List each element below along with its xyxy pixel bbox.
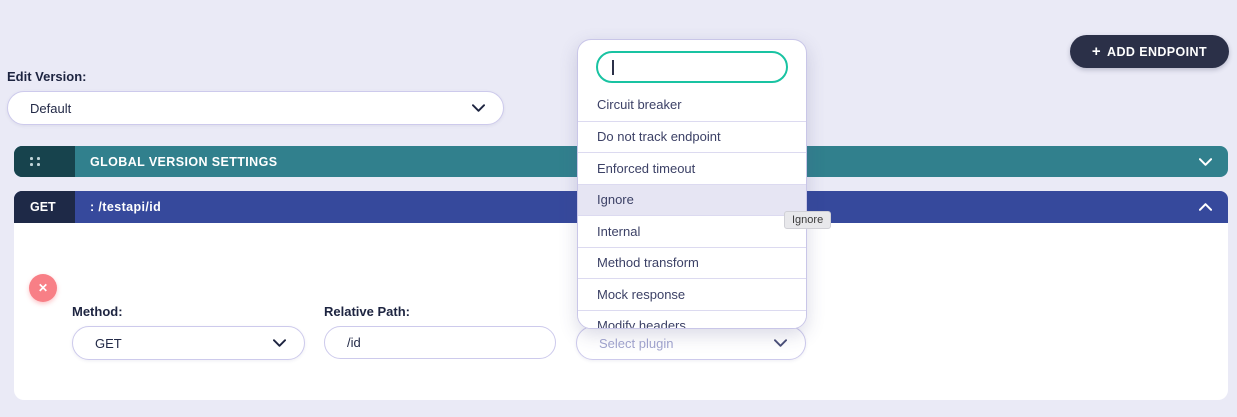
method-select[interactable]: GET: [72, 326, 305, 360]
edit-version-label: Edit Version:: [7, 69, 87, 84]
add-endpoint-label: ADD ENDPOINT: [1107, 44, 1207, 59]
menu-item-mock-response[interactable]: Mock response: [578, 278, 806, 310]
plugin-menu-list: Circuit breaker Do not track endpoint En…: [578, 89, 806, 328]
plugin-dropdown-menu: Circuit breaker Do not track endpoint En…: [577, 39, 807, 329]
chevron-down-icon: [774, 339, 787, 347]
text-caret: [612, 60, 614, 75]
plus-icon: +: [1091, 43, 1102, 60]
relative-path-input[interactable]: [324, 326, 556, 359]
menu-item-enforced-timeout[interactable]: Enforced timeout: [578, 152, 806, 184]
menu-item-method-transform[interactable]: Method transform: [578, 246, 806, 278]
menu-item-internal[interactable]: Internal: [578, 215, 806, 247]
version-select[interactable]: Default: [7, 91, 504, 125]
drag-handle[interactable]: [14, 146, 75, 177]
plugin-select[interactable]: Select plugin: [576, 326, 806, 360]
endpoint-method-badge: GET: [14, 191, 75, 223]
menu-item-modify-headers[interactable]: Modify headers: [578, 309, 806, 328]
endpoint-path: : /testapi/id: [90, 200, 162, 214]
chevron-down-icon: [472, 104, 485, 112]
plugin-search-input[interactable]: [596, 51, 788, 83]
chevron-down-icon[interactable]: [1199, 157, 1212, 166]
relative-path-label: Relative Path:: [324, 304, 410, 319]
close-icon: ✕: [37, 281, 49, 295]
plugin-select-placeholder: Select plugin: [599, 335, 674, 351]
add-endpoint-button[interactable]: + ADD ENDPOINT: [1069, 35, 1229, 68]
method-select-value: GET: [95, 335, 122, 351]
ignore-tooltip: Ignore: [784, 211, 832, 229]
menu-item-ignore[interactable]: Ignore: [578, 183, 806, 215]
global-settings-title: GLOBAL VERSION SETTINGS: [90, 154, 278, 169]
remove-endpoint-button[interactable]: ✕: [29, 274, 57, 302]
chevron-up-icon[interactable]: [1199, 203, 1212, 211]
method-label: Method:: [72, 304, 123, 319]
menu-item-circuit-breaker[interactable]: Circuit breaker: [578, 89, 806, 121]
drag-handle-icon: [30, 157, 41, 166]
menu-item-do-not-track[interactable]: Do not track endpoint: [578, 120, 806, 152]
version-select-value: Default: [30, 100, 72, 116]
chevron-down-icon: [273, 339, 286, 347]
